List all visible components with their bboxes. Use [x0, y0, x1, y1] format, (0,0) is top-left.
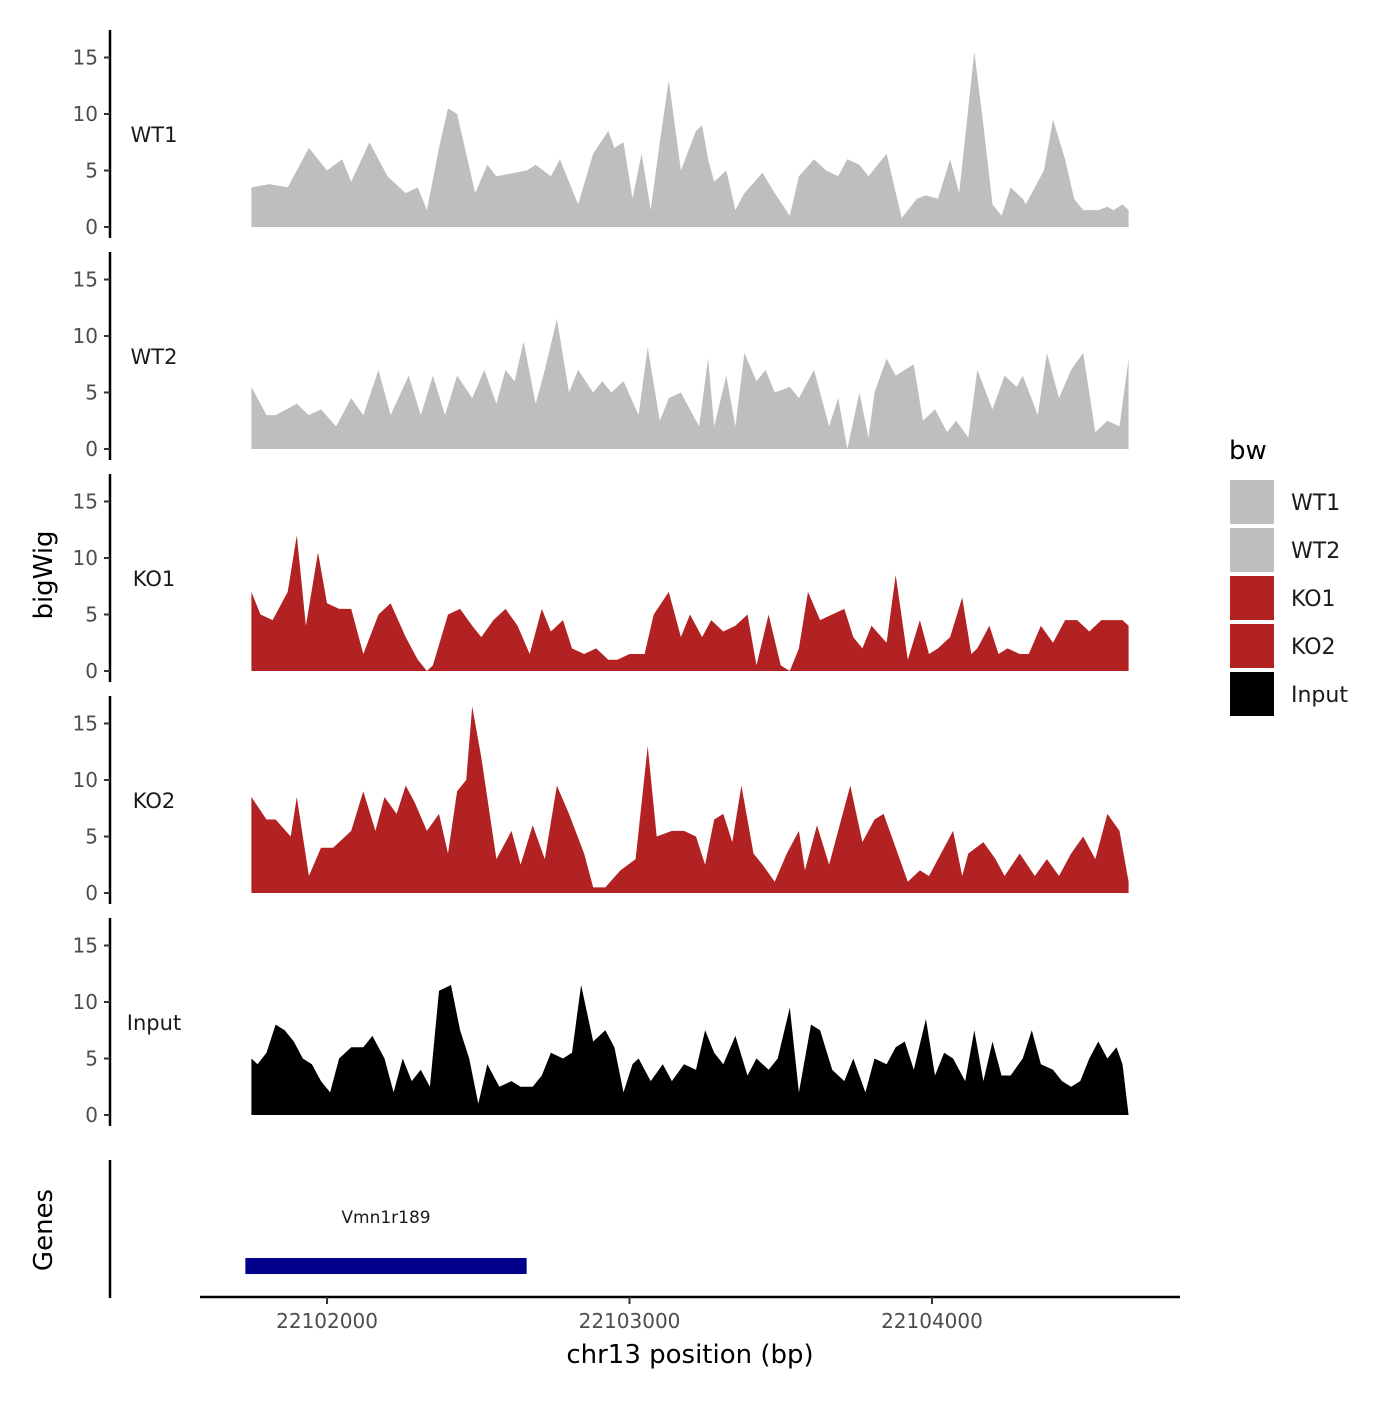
- coverage-area-wt2: [251, 319, 1129, 449]
- legend: bw WT1 WT2 KO1 KO2 Input: [1229, 436, 1348, 716]
- coverage-area-ko1: [251, 535, 1129, 671]
- legend-key-input: [1230, 672, 1274, 716]
- legend-label-wt2: WT2: [1291, 539, 1340, 564]
- y-tick-label: 0: [85, 215, 98, 239]
- coverage-area-ko2: [251, 706, 1129, 893]
- y-tick-label: 10: [73, 324, 98, 348]
- gene-label: Vmn1r189: [341, 1208, 430, 1228]
- legend-label-ko2: KO2: [1291, 635, 1336, 660]
- y-tick-label: 5: [85, 381, 98, 405]
- legend-key-wt1: [1230, 480, 1274, 524]
- track-input: 0 5 10 15 Input: [73, 918, 1129, 1127]
- tracks-layer: 0 5 10 15 WT1 0 5 10 15 WT2 0 5 10 15 KO1 0 5 10 15 KO2 0 5 10…: [73, 30, 1129, 1127]
- y-tick-label: 15: [73, 490, 98, 514]
- x-tick-label: 22102000: [276, 1309, 378, 1333]
- x-axis: 22102000 22103000 22104000: [200, 1295, 1180, 1333]
- track-ko2: 0 5 10 15 KO2: [73, 696, 1129, 905]
- x-axis-title: chr13 position (bp): [566, 1340, 813, 1370]
- track-ko1: 0 5 10 15 KO1: [73, 474, 1129, 683]
- y-tick-label: 5: [85, 159, 98, 183]
- legend-key-ko1: [1230, 576, 1274, 620]
- y-tick-label: 10: [73, 990, 98, 1014]
- y-tick-label: 15: [73, 934, 98, 958]
- legend-label-wt1: WT1: [1291, 491, 1340, 516]
- legend-key-ko2: [1230, 624, 1274, 668]
- y-axis-title: bigWig: [29, 530, 59, 619]
- track-label: Input: [127, 1011, 181, 1035]
- y-tick-label: 15: [73, 268, 98, 292]
- y-tick-label: 5: [85, 603, 98, 627]
- y-tick-label: 15: [73, 712, 98, 736]
- y-tick-label: 10: [73, 546, 98, 570]
- legend-title: bw: [1229, 436, 1267, 466]
- y-tick-label: 0: [85, 437, 98, 461]
- genes-track: Vmn1r189: [108, 1160, 527, 1298]
- y-tick-label: 10: [73, 768, 98, 792]
- track-label: KO2: [133, 789, 176, 813]
- genes-track-title: Genes: [29, 1189, 59, 1271]
- legend-key-wt2: [1230, 528, 1274, 572]
- legend-label-ko1: KO1: [1291, 587, 1336, 612]
- y-tick-label: 5: [85, 825, 98, 849]
- legend-label-input: Input: [1291, 683, 1348, 708]
- y-tick-label: 0: [85, 659, 98, 683]
- x-tick-label: 22103000: [579, 1309, 681, 1333]
- coverage-area-input: [251, 985, 1129, 1115]
- track-label: WT1: [131, 123, 178, 147]
- gene-body: [245, 1258, 527, 1274]
- y-tick-label: 10: [73, 102, 98, 126]
- y-tick-label: 5: [85, 1047, 98, 1071]
- track-label: KO1: [133, 567, 176, 591]
- track-label: WT2: [131, 345, 178, 369]
- coverage-area-wt1: [251, 51, 1129, 227]
- y-tick-label: 0: [85, 1103, 98, 1127]
- track-wt2: 0 5 10 15 WT2: [73, 252, 1129, 461]
- track-wt1: 0 5 10 15 WT1: [73, 30, 1129, 239]
- x-tick-label: 22104000: [881, 1309, 983, 1333]
- y-tick-label: 0: [85, 881, 98, 905]
- y-tick-label: 15: [73, 46, 98, 70]
